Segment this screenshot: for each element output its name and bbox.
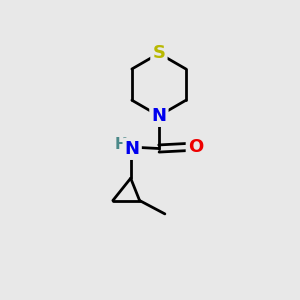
Text: S: S [152,44,165,62]
Text: O: O [188,138,203,156]
Text: N: N [125,140,140,158]
Text: N: N [152,107,166,125]
Text: H: H [115,137,128,152]
